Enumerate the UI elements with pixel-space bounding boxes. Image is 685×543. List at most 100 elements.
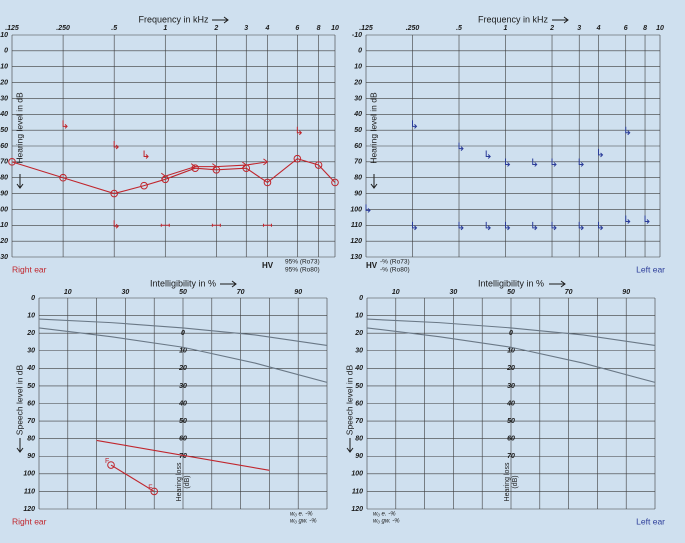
- y-tick-label: 130: [350, 254, 362, 261]
- arrow: [549, 280, 566, 288]
- ear-label: Left ear: [636, 264, 665, 274]
- arrow: [212, 16, 229, 24]
- marker: [263, 158, 269, 166]
- y-tick-label: 90: [354, 190, 362, 197]
- data-line: [38, 318, 328, 347]
- x-tick-label: 4: [265, 25, 270, 32]
- x-tick-label: 3: [577, 25, 581, 32]
- y-tick-label: 20: [353, 79, 362, 86]
- x-tick-label: 10: [656, 25, 664, 32]
- y-tick-label: 110: [352, 488, 363, 495]
- hearing-loss-label: 0: [181, 330, 185, 337]
- y-tick-label: 0: [31, 295, 35, 302]
- y-tick-label: 10: [354, 64, 362, 71]
- hearing-loss-label: 20: [178, 365, 187, 372]
- y-tick-label: 90: [27, 453, 35, 460]
- x-tick-label: .125: [5, 25, 19, 32]
- x-tick-label: 3: [244, 25, 248, 32]
- y-tick-label: 0: [4, 48, 8, 55]
- y-tick-label: 60: [0, 143, 8, 150]
- y-tick-label: -10: [0, 32, 8, 39]
- hearing-loss-title: Hearing loss: [504, 462, 511, 501]
- y-tick-label: 50: [27, 383, 35, 390]
- x-tick-label: 6: [295, 25, 299, 32]
- x-tick-label: 4: [596, 25, 601, 32]
- x-tick-label: 2: [549, 25, 554, 32]
- marker: [485, 150, 491, 159]
- chart-title: Frequency in kHz: [478, 14, 549, 24]
- y-tick-label: 20: [354, 330, 363, 337]
- marker: [262, 223, 272, 227]
- x-tick-label: 90: [622, 289, 630, 296]
- y-tick-label: 70: [354, 159, 362, 166]
- x-tick-label: 70: [237, 289, 245, 296]
- y-tick-label: 80: [27, 436, 35, 443]
- x-tick-label: 1: [163, 25, 167, 32]
- x-tick-label: 50: [507, 289, 515, 296]
- hearing-loss-label: 30: [179, 383, 187, 390]
- marker: [625, 126, 631, 136]
- marker: [296, 126, 303, 136]
- marker: [578, 158, 584, 167]
- marker: [625, 215, 631, 224]
- x-tick-label: 10: [392, 289, 400, 296]
- chart-panel: Intelligibility in % 0 10 20 30 40 50 60 70 80 90 1…: [12, 278, 328, 526]
- marker: [241, 161, 248, 169]
- y-tick-label: 100: [351, 471, 363, 478]
- chart-panel: Intelligibility in % 0 10 20 30 40 50 60 70 80 90 1…: [344, 278, 665, 526]
- hearing-loss-label: 60: [507, 436, 515, 443]
- y-tick-label: 120: [351, 506, 363, 513]
- hearing-loss-label: 30: [507, 383, 515, 390]
- marker: [190, 163, 196, 171]
- marker: [160, 172, 167, 180]
- hearing-loss-label: 60: [179, 436, 187, 443]
- hearing-loss-title: Hearing loss: [176, 462, 183, 501]
- y-tick-label: 20: [0, 79, 8, 86]
- hearing-loss-label: 40: [506, 400, 515, 407]
- y-tick-label: 0: [358, 48, 362, 55]
- w-value: w₀ e. -%: [373, 512, 396, 518]
- marker: [212, 163, 218, 171]
- marker: [62, 120, 68, 129]
- y-tick-label: 0: [359, 295, 363, 302]
- y-axis-label: Speech level in dB: [344, 364, 354, 435]
- hearing-loss-label: 10: [507, 348, 515, 355]
- marker: [143, 150, 149, 159]
- marker: [331, 178, 339, 187]
- x-tick-label: 90: [294, 289, 302, 296]
- hearing-loss-label: 40: [178, 400, 187, 407]
- marker: [532, 158, 538, 167]
- w-value: w₀ gw. -%: [373, 519, 400, 525]
- y-tick-label: 40: [0, 111, 8, 118]
- y-tick-label: 30: [27, 348, 35, 355]
- chart-panel: Frequency in kHz -10 0 10 20 30 40 50 60 70 80 90 10…: [0, 14, 339, 274]
- x-tick-label: .250: [406, 25, 420, 32]
- y-tick-label: 30: [0, 95, 8, 102]
- x-tick-label: 10: [64, 289, 72, 296]
- hearing-loss-label: 10: [179, 348, 187, 355]
- marker: [8, 158, 16, 166]
- w-value: w₀ gw. -%: [290, 519, 317, 525]
- y-tick-label: 30: [354, 95, 362, 102]
- y-tick-label: 80: [355, 436, 363, 443]
- marker: [551, 221, 557, 231]
- y-tick-label: 100: [23, 471, 35, 478]
- x-tick-label: 8: [643, 25, 647, 32]
- y-tick-label: 70: [355, 418, 363, 425]
- hearing-loss-label: 70: [179, 453, 187, 460]
- point-label: F: [148, 484, 152, 491]
- marker: [551, 158, 557, 167]
- x-tick-label: 10: [331, 25, 339, 32]
- marker: [458, 221, 464, 231]
- marker: [532, 221, 538, 231]
- arrow: [370, 174, 378, 189]
- marker: [578, 221, 584, 231]
- arrow: [552, 16, 569, 24]
- x-tick-label: 70: [565, 289, 573, 296]
- arrow: [346, 438, 354, 453]
- y-tick-label: 40: [26, 365, 35, 372]
- x-tick-label: 2: [213, 25, 218, 32]
- y-tick-label: -10: [352, 32, 362, 39]
- w-value: w₀ e. -%: [290, 512, 313, 518]
